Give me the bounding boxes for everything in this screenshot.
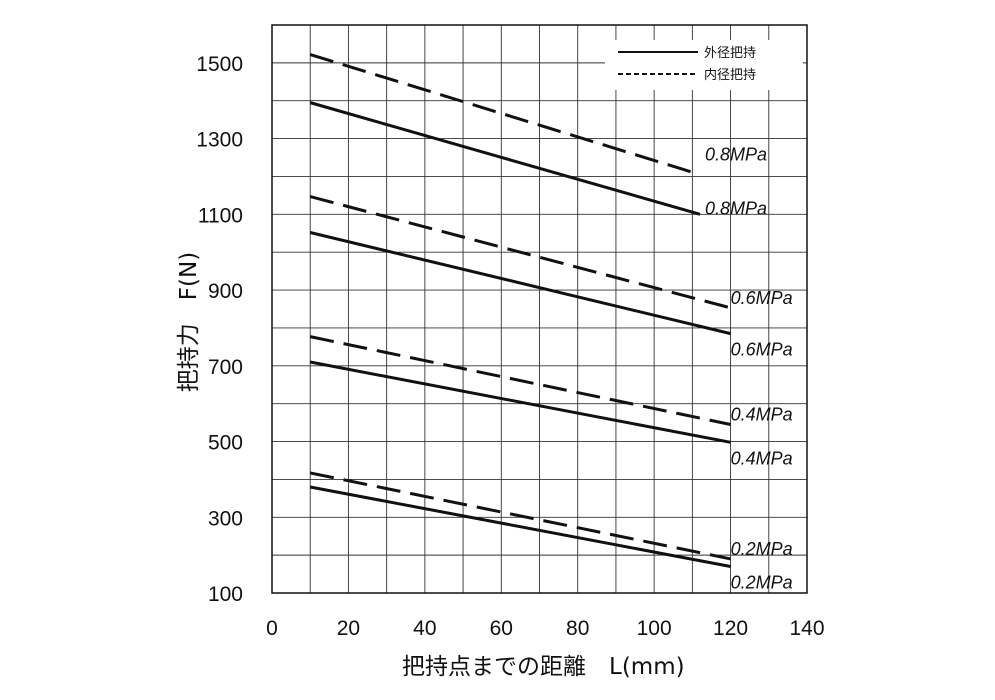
- data-label-layer: 0.8MPa 0.8MPa 0.6MPa 0.6MPa 0.4MPa 0.4MPa 0.2M…: [705, 145, 793, 593]
- x-tick-label: 40: [413, 617, 436, 640]
- y-tick-label: 1300: [196, 129, 243, 152]
- x-tick-label: 120: [713, 617, 748, 640]
- x-axis-title: 把持点までの距離 L(mm): [402, 654, 685, 680]
- inner-grip-line: [309, 471, 731, 561]
- y-axis-title: 把持力 F(N): [176, 252, 202, 392]
- pressure-label: 0.8MPa: [705, 198, 767, 218]
- pressure-label: 0.4MPa: [731, 404, 793, 424]
- x-tick-label: 100: [637, 617, 672, 640]
- legend-label-outer-grip: 外径把持: [704, 46, 756, 61]
- x-tick-label: 20: [337, 617, 360, 640]
- pressure-label: 0.6MPa: [731, 340, 793, 360]
- x-tick-label: 80: [566, 617, 589, 640]
- grid-lines: [272, 25, 807, 593]
- pressure-label: 0.6MPa: [731, 288, 793, 308]
- pressure-label: 0.8MPa: [705, 145, 767, 165]
- y-tick-label: 1500: [196, 53, 243, 76]
- legend: 外径把持 内径把持: [605, 40, 803, 90]
- y-tick-label: 900: [208, 280, 243, 303]
- y-tick-label: 300: [208, 507, 243, 530]
- inner-grip-line: [309, 335, 731, 426]
- outer-grip-line: [309, 485, 731, 568]
- y-tick-label: 100: [208, 583, 243, 606]
- inner-grip-line: [309, 195, 731, 310]
- y-tick-label: 500: [208, 432, 243, 455]
- plot-frame: [271, 24, 808, 594]
- series-layer: [309, 53, 731, 568]
- outer-grip-line: [309, 360, 731, 444]
- x-tick-label: 140: [789, 617, 824, 640]
- x-tick-label: 0: [266, 617, 278, 640]
- pressure-label: 0.4MPa: [731, 448, 793, 468]
- legend-box: [605, 40, 803, 90]
- y-tick-label: 700: [208, 356, 243, 379]
- x-tick-label: 60: [490, 617, 513, 640]
- pressure-label: 0.2MPa: [731, 539, 793, 559]
- x-tick-labels: 0 20 40 60 80 100 120 140: [266, 617, 824, 640]
- pressure-label: 0.2MPa: [731, 572, 793, 592]
- legend-label-inner-grip: 内径把持: [704, 67, 756, 83]
- outer-grip-line: [309, 231, 731, 336]
- y-tick-labels: 100 300 500 700 900 1100 1300 1500: [196, 53, 243, 606]
- outer-grip-line: [309, 101, 701, 216]
- y-tick-label: 1100: [198, 204, 243, 227]
